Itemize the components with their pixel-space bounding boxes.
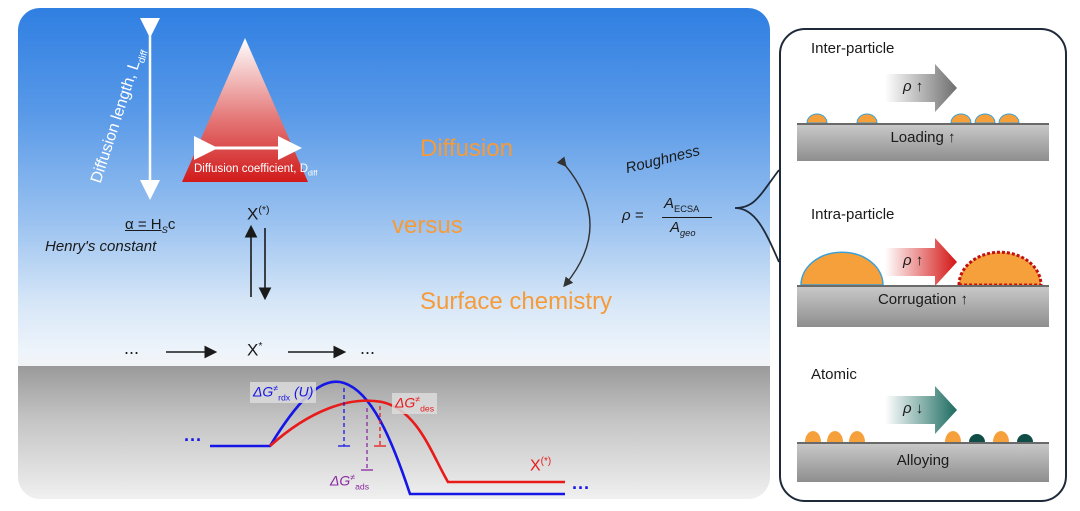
intra-particle-title: Intra-particle xyxy=(811,206,895,223)
energy-profile-red xyxy=(269,399,565,484)
atomic-slab: Alloying xyxy=(797,442,1049,482)
atomic-rho-arrow xyxy=(885,386,957,434)
x-adsorbed-top: X(*) xyxy=(247,204,270,224)
versus-curved-arrow xyxy=(556,156,591,288)
diffusion-coefficient-label: Diffusion coefficient, Ddiff xyxy=(194,163,318,178)
roughness-scale-panel: Inter-particle xyxy=(779,28,1067,502)
dg-rdx-label: ΔG≠rdx (U) xyxy=(250,382,317,404)
inter-rho-arrow xyxy=(885,64,957,112)
word-versus: versus xyxy=(392,212,463,239)
atomic-particle-7 xyxy=(1017,434,1033,442)
ellipsis-left: ... xyxy=(124,338,140,358)
inter-particle-4 xyxy=(974,113,996,124)
inter-particle-5 xyxy=(998,113,1020,124)
atomic-particle-3 xyxy=(849,431,865,442)
atomic-particle-1 xyxy=(805,431,821,442)
x-product-label: X(*) xyxy=(530,456,552,475)
intra-particle-smooth xyxy=(800,251,884,286)
henry-caption: Henry's constant xyxy=(45,238,157,255)
atomic-title: Atomic xyxy=(811,366,857,383)
inter-particle-1 xyxy=(806,113,828,124)
henry-equation: α = HSc xyxy=(125,216,176,235)
atomic-particle-2 xyxy=(827,431,843,442)
inter-particle-slab: Loading ↑ xyxy=(797,123,1049,161)
intra-particle-slab: Corrugation ↑ xyxy=(797,285,1049,327)
inter-particle-title: Inter-particle xyxy=(811,40,895,57)
main-diagram-graphics xyxy=(140,18,780,496)
intra-rho-arrow-label: ρ ↑ xyxy=(903,252,924,269)
ellipsis-right: ... xyxy=(360,338,376,358)
atomic-particle-6 xyxy=(993,431,1009,442)
inter-particle-3 xyxy=(950,113,972,124)
dg-ads-label: ΔG≠ads xyxy=(330,472,370,492)
side-panel-graphics xyxy=(800,64,1043,442)
catalyst-surface-band xyxy=(18,366,770,499)
inter-particle-2 xyxy=(856,113,878,124)
dg-des-label: ΔG≠des xyxy=(392,393,438,415)
intra-particle-corrugated xyxy=(957,250,1043,287)
atomic-particle-4 xyxy=(945,431,961,442)
inter-rho-arrow-label: ρ ↑ xyxy=(903,78,924,95)
energy-dots-left: ··· xyxy=(184,430,202,450)
atomic-particle-5 xyxy=(969,434,985,442)
panel-connector xyxy=(734,169,780,263)
intra-rho-arrow xyxy=(885,238,957,286)
fraction-bar xyxy=(662,217,712,218)
diffusion-triangle xyxy=(182,38,308,182)
energy-profile-blue xyxy=(210,380,565,496)
word-diffusion: Diffusion xyxy=(420,135,513,162)
atomic-rho-arrow-label: ρ ↓ xyxy=(903,400,924,417)
main-panel xyxy=(18,8,770,499)
word-surface-chemistry: Surface chemistry xyxy=(420,288,613,315)
energy-dots-right: ··· xyxy=(572,478,590,498)
x-star-species: X* xyxy=(247,340,263,360)
